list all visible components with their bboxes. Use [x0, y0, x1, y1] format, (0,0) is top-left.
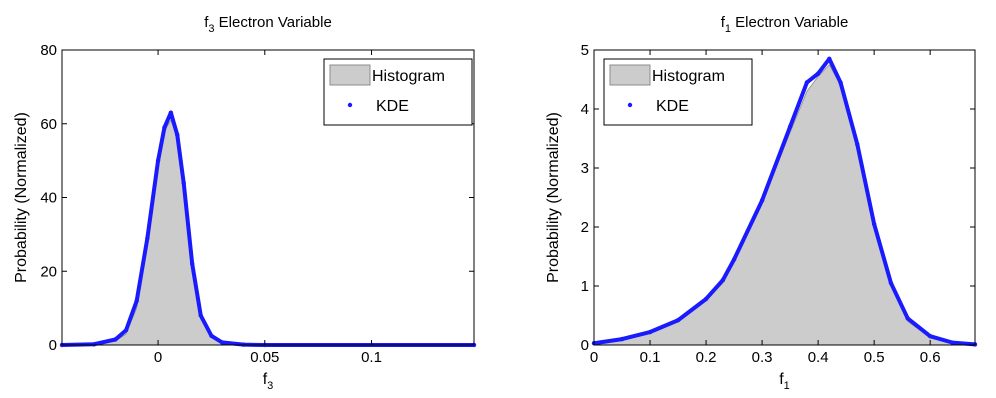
kde-curve: [592, 56, 977, 347]
x-tick-label: 0.3: [752, 349, 773, 366]
y-tick-label: 5: [581, 42, 589, 59]
x-tick-label: 0: [590, 349, 598, 366]
x-tick-label: 0.6: [920, 349, 941, 366]
kde-point: [91, 342, 97, 347]
legend-label-kde: KDE: [656, 98, 689, 115]
kde-point: [209, 333, 214, 338]
y-axis-label-main: Probability (Normalized): [13, 112, 30, 283]
legend: Histogram KDE: [603, 58, 753, 126]
y-tick-label: 0: [581, 337, 589, 354]
x-axis-label-main: f: [263, 371, 268, 388]
x-tick-label: 0.5: [864, 349, 885, 366]
kde-point: [703, 296, 709, 302]
kde-point: [647, 329, 653, 335]
kde-point: [720, 277, 726, 283]
kde-point: [815, 71, 821, 76]
kde-point: [905, 316, 910, 321]
y-tick-label: 2: [581, 219, 589, 236]
kde-point: [619, 336, 625, 342]
x-tick-label: 0.2: [696, 349, 717, 366]
x-tick-label: 0.05: [250, 349, 279, 366]
kde-point: [787, 124, 793, 129]
kde-point: [181, 180, 186, 185]
chart-title-rest: Electron Variable: [731, 14, 848, 31]
x-axis-label: f1: [779, 371, 790, 392]
chart-title-main: f: [721, 14, 726, 31]
kde-point: [175, 132, 180, 138]
legend-histogram-swatch: [609, 64, 651, 86]
plot-box: [593, 49, 976, 346]
y-axis-label: Probability (Normalized): [13, 112, 30, 283]
legend-label-histogram: Histogram: [652, 68, 725, 85]
legend-kde-marker: [347, 102, 353, 108]
kde-point: [855, 142, 860, 147]
kde-point: [827, 56, 832, 62]
chart-title-main: f: [204, 14, 209, 31]
kde-point: [155, 158, 161, 163]
y-tick-label: 3: [581, 160, 589, 177]
x-axis-label-main: f: [779, 371, 784, 388]
chart-title: f3 Electron Variable: [204, 14, 332, 35]
legend-label-histogram: Histogram: [372, 68, 445, 85]
chart-title-sub: 1: [725, 23, 731, 35]
x-axis-label-sub: 1: [784, 380, 790, 392]
kde-point: [123, 328, 129, 333]
chart-title-sub: 3: [208, 23, 214, 35]
y-tick-label: 1: [581, 278, 589, 295]
x-tick-label: 0.1: [361, 349, 382, 366]
y-tick-label: 0: [49, 337, 57, 354]
y-axis-label: Probability (Normalized): [545, 112, 562, 283]
kde-point: [162, 125, 167, 130]
kde-point: [198, 313, 203, 318]
histogram-area: [61, 119, 474, 346]
legend-kde-marker: [627, 102, 633, 108]
chart-title-rest: Electron Variable: [215, 14, 332, 31]
x-axis-label: f3: [263, 371, 274, 392]
y-tick-label: 80: [40, 42, 57, 59]
kde-point: [731, 257, 737, 262]
kde-point: [168, 110, 174, 115]
kde-point: [838, 80, 843, 85]
legend-histogram-swatch: [329, 64, 371, 86]
x-axis-label-sub: 3: [267, 380, 273, 392]
legend: Histogram KDE: [323, 58, 473, 126]
kde-point: [190, 261, 195, 267]
y-tick-label: 60: [40, 116, 57, 133]
kde-point: [134, 298, 139, 303]
x-tick-label: 0.4: [808, 349, 829, 366]
kde-point: [759, 198, 765, 203]
y-tick-label: 4: [581, 101, 589, 118]
kde-point: [927, 333, 933, 339]
kde-point: [145, 235, 150, 241]
kde-point: [113, 337, 118, 342]
kde-point: [675, 318, 681, 323]
kde-curve: [60, 110, 476, 347]
x-tick-label: 0.1: [640, 349, 661, 366]
x-tick-label: 0: [154, 349, 162, 366]
legend-label-kde: KDE: [376, 98, 409, 115]
kde-point: [219, 340, 225, 345]
kde-point: [888, 280, 894, 286]
kde-point: [804, 80, 810, 85]
kde-point: [871, 221, 877, 227]
y-axis-label-main: Probability (Normalized): [545, 112, 562, 283]
kde-point: [950, 340, 955, 345]
y-tick-label: 20: [40, 263, 57, 280]
y-tick-label: 40: [40, 190, 57, 207]
chart-title: f1 Electron Variable: [721, 14, 849, 35]
